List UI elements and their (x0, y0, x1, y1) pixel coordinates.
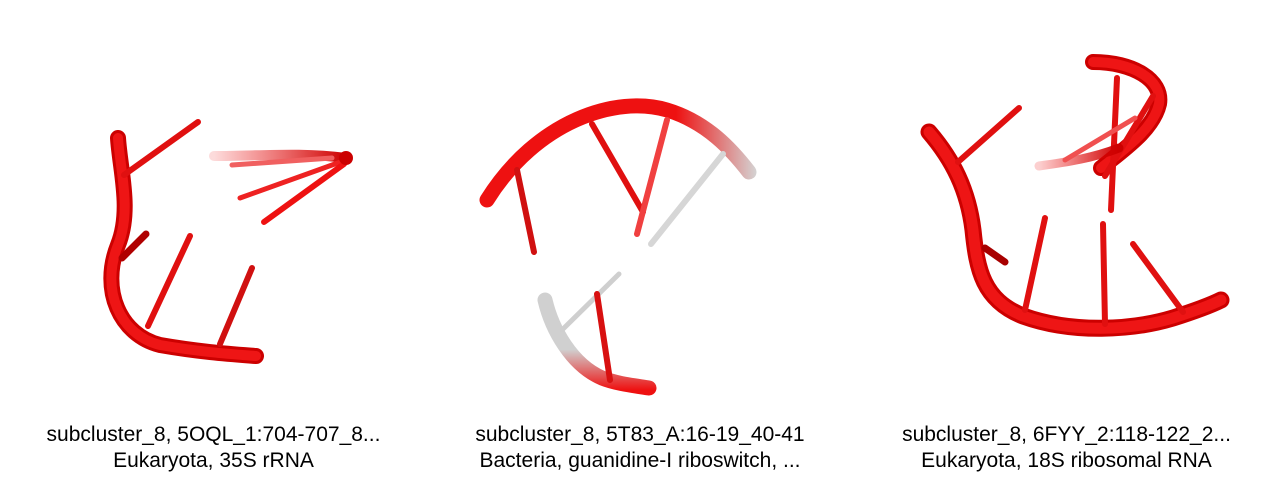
caption-title-2: subcluster_8, 5T83_A:16-19_40-41 (475, 423, 805, 446)
caption-2: subcluster_8, 5T83_A:16-19_40-41 Bacteri… (427, 422, 853, 474)
caption-title-3: subcluster_8, 6FYY_2:118-122_2... (902, 423, 1231, 446)
rna-structure-image-2 (479, 98, 757, 396)
structure-panel-3: subcluster_8, 6FYY_2:118-122_2... Eukary… (853, 0, 1280, 480)
caption-subtitle-2: Bacteria, guanidine-I riboswitch, ... (479, 449, 801, 472)
rna-structure-image-3 (920, 54, 1230, 337)
caption-subtitle-1: Eukaryota, 35S rRNA (113, 449, 314, 472)
caption-1: subcluster_8, 5OQL_1:704-707_8... Eukary… (0, 422, 427, 474)
rna-structure-image-1 (103, 119, 353, 364)
structure-panel-2: subcluster_8, 5T83_A:16-19_40-41 Bacteri… (427, 0, 853, 480)
caption-title-1: subcluster_8, 5OQL_1:704-707_8... (46, 423, 381, 446)
caption-3: subcluster_8, 6FYY_2:118-122_2... Eukary… (853, 422, 1280, 474)
caption-subtitle-3: Eukaryota, 18S ribosomal RNA (921, 449, 1212, 472)
structure-panel-1: subcluster_8, 5OQL_1:704-707_8... Eukary… (0, 0, 427, 480)
